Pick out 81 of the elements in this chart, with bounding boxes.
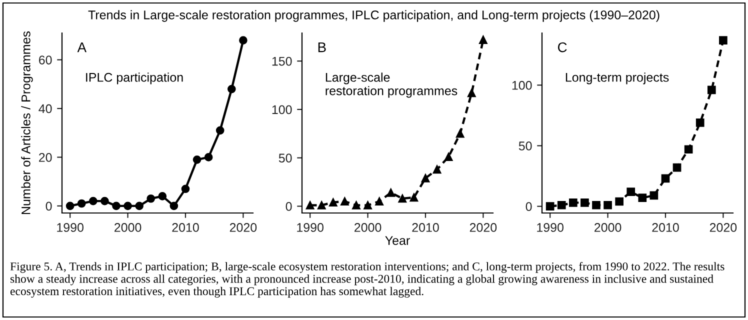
y-axis-title: Number of Articles / Programmes	[21, 31, 33, 214]
x-tick-label: 2020	[230, 223, 257, 232]
point	[227, 84, 236, 94]
x-tick-label: 2000	[594, 223, 622, 232]
point	[615, 197, 624, 206]
point	[317, 201, 326, 210]
point	[546, 202, 554, 210]
point	[580, 198, 589, 207]
text: Trends in Large-scale restoration programmes, IPLC participation, and Long-term projects (1990–2020)	[88, 10, 660, 22]
point	[386, 188, 396, 197]
point	[638, 194, 647, 202]
point	[340, 197, 349, 206]
x-tick-label: 1990	[57, 223, 84, 232]
point	[364, 201, 372, 210]
y-tick-label: 0	[526, 202, 532, 211]
point	[77, 199, 86, 208]
x-tick-label: 2010	[412, 223, 439, 232]
x-tick-label: 1990	[537, 223, 564, 232]
point	[100, 196, 109, 206]
x-tick-label: 2000	[114, 223, 142, 232]
y-tick-label: 100	[512, 80, 532, 90]
point	[479, 36, 488, 44]
y-tick-label: 150	[272, 56, 292, 66]
point	[239, 36, 248, 44]
point	[158, 192, 167, 200]
y-tick-label: 100	[272, 105, 292, 114]
point	[204, 153, 213, 162]
point	[112, 202, 120, 210]
point	[192, 155, 202, 164]
annotation: B	[318, 42, 326, 52]
point	[66, 202, 74, 210]
point	[306, 201, 314, 210]
point	[398, 194, 407, 203]
y-tick-label: 40	[38, 104, 52, 114]
point	[170, 202, 178, 210]
point	[410, 193, 418, 202]
x-axis-title: Year	[385, 236, 410, 245]
point	[661, 174, 670, 183]
point	[696, 118, 704, 127]
point	[375, 197, 384, 206]
point	[146, 194, 156, 203]
y-tick-label: 0	[286, 202, 292, 211]
y-tick-label: 60	[39, 56, 52, 64]
annotation: Long-term projects	[566, 72, 669, 84]
x-tick-label: 2020	[710, 223, 737, 232]
point	[672, 163, 682, 172]
point	[421, 174, 430, 182]
point	[124, 202, 132, 210]
y-tick-label: 20	[39, 153, 52, 162]
annotation: A	[77, 42, 87, 52]
x-tick-label: 2010	[652, 223, 679, 232]
x-tick-label: 2000	[354, 223, 382, 232]
point	[352, 201, 360, 210]
point	[568, 198, 578, 207]
point	[604, 200, 612, 210]
y-tick-label: 0	[46, 202, 52, 211]
point	[88, 196, 98, 206]
point	[216, 126, 224, 135]
point	[650, 191, 658, 200]
point	[444, 152, 453, 162]
x-tick-label: 2010	[172, 223, 199, 232]
point	[719, 36, 728, 44]
point	[592, 200, 600, 210]
annotation: C	[558, 42, 567, 52]
x-tick-label: 2020	[470, 223, 497, 232]
y-tick-label: 50	[278, 154, 292, 162]
point	[181, 184, 190, 194]
point	[432, 165, 442, 174]
point	[707, 86, 716, 94]
point	[467, 88, 476, 98]
x-tick-label: 1990	[297, 223, 324, 232]
point	[626, 188, 636, 196]
point	[135, 202, 144, 210]
point	[684, 145, 693, 154]
annotation: IPLC participation	[86, 72, 183, 84]
caption: Figure 5. A, Trends in IPLC participation; B, large-scale ecosystem restoration interventions; and C, long-term projects, from 1990 to 2022. The results show a steady increase across all categories, with a pronounced increase post-2010, indicating a global growing awareness in inclusive and sustained ecosystem restoration initiatives, even though IPLC participation has somewhat lagged.	[10, 262, 724, 298]
point	[557, 200, 566, 210]
y-tick-label: 50	[518, 142, 532, 150]
annotation: Large-scale restoration programmes	[326, 72, 458, 98]
point	[456, 129, 464, 138]
point	[328, 198, 338, 207]
